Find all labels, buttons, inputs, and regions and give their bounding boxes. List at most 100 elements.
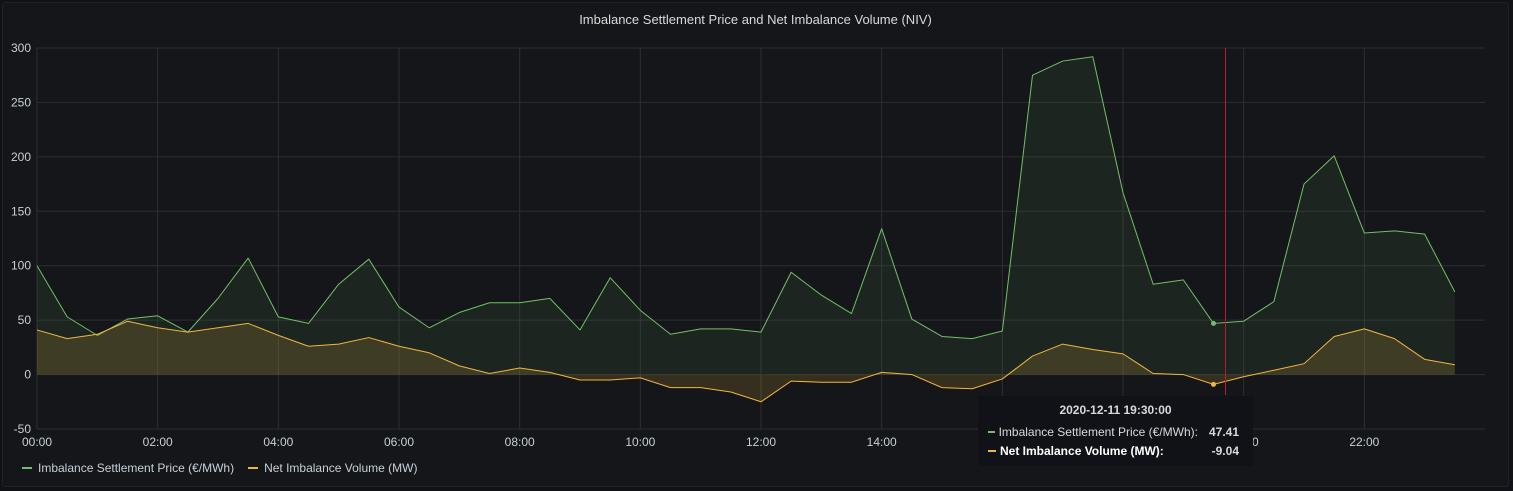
- legend-label-niv: Net Imbalance Volume (MW): [264, 461, 418, 475]
- data-point-0: [669, 333, 671, 335]
- data-point-1: [639, 377, 641, 379]
- data-point-1: [820, 381, 822, 383]
- data-point-1: [428, 352, 430, 354]
- data-point-1: [880, 371, 882, 373]
- data-point-0: [730, 328, 732, 330]
- data-point-0: [1031, 74, 1033, 76]
- hover-point-0: [1211, 320, 1216, 326]
- data-point-0: [790, 271, 792, 273]
- data-point-1: [518, 367, 520, 369]
- data-point-0: [1061, 60, 1063, 62]
- data-point-1: [126, 320, 128, 322]
- data-point-0: [488, 302, 490, 304]
- data-point-1: [66, 337, 68, 339]
- y-tick-label: 50: [18, 313, 32, 327]
- data-point-1: [398, 345, 400, 347]
- y-tick-label: -50: [14, 422, 32, 436]
- tooltip-swatch-niv: [988, 449, 996, 452]
- data-point-0: [126, 318, 128, 320]
- data-point-0: [277, 316, 279, 318]
- data-point-1: [609, 379, 611, 381]
- data-point-0: [156, 315, 158, 317]
- legend-item-niv[interactable]: Net Imbalance Volume (MW): [248, 461, 417, 475]
- y-tick-label: 300: [11, 41, 31, 55]
- data-point-0: [518, 302, 520, 304]
- y-tick-label: 200: [11, 150, 31, 164]
- data-point-1: [1031, 355, 1033, 357]
- data-point-1: [911, 373, 913, 375]
- data-point-0: [1242, 320, 1244, 322]
- data-point-1: [247, 322, 249, 324]
- series-line-1: [36, 320, 1455, 403]
- data-point-1: [1152, 372, 1154, 374]
- data-point-1: [458, 365, 460, 367]
- x-tick-label: 00:00: [22, 435, 52, 449]
- data-point-1: [760, 401, 762, 403]
- data-point-0: [217, 297, 219, 299]
- data-point-0: [1273, 300, 1275, 302]
- x-tick-label: 22:00: [1349, 435, 1379, 449]
- data-point-1: [1363, 328, 1365, 330]
- data-point-1: [669, 386, 671, 388]
- data-point-0: [1092, 56, 1094, 58]
- x-tick-label: 06:00: [384, 435, 414, 449]
- x-tick-label: 04:00: [263, 435, 293, 449]
- data-point-0: [1122, 192, 1124, 194]
- legend-swatch-niv: [248, 467, 259, 469]
- data-point-0: [398, 306, 400, 308]
- data-point-0: [941, 335, 943, 337]
- tooltip-swatch-price: [988, 430, 995, 433]
- data-point-1: [941, 386, 943, 388]
- data-point-1: [217, 327, 219, 329]
- data-point-1: [730, 391, 732, 393]
- data-point-0: [36, 265, 38, 267]
- x-tick-label: 02:00: [143, 435, 173, 449]
- data-point-0: [820, 294, 822, 296]
- data-point-0: [850, 312, 852, 314]
- data-point-1: [368, 336, 370, 338]
- data-point-0: [1152, 283, 1154, 285]
- tooltip-row-niv: Net Imbalance Volume (MW): -9.04: [988, 441, 1243, 460]
- data-point-1: [277, 334, 279, 336]
- x-tick-label: 12:00: [746, 435, 776, 449]
- data-point-0: [66, 316, 68, 318]
- data-point-0: [1303, 183, 1305, 185]
- data-point-0: [1182, 279, 1184, 281]
- data-point-0: [971, 337, 973, 339]
- legend-item-price[interactable]: Imbalance Settlement Price (€/MWh): [22, 461, 234, 475]
- data-point-0: [1333, 155, 1335, 157]
- legend: Imbalance Settlement Price (€/MWh) Net I…: [22, 461, 417, 475]
- data-point-0: [699, 328, 701, 330]
- data-point-0: [247, 257, 249, 259]
- data-point-1: [549, 371, 551, 373]
- legend-swatch-price: [22, 467, 32, 469]
- series-line-0: [36, 56, 1456, 340]
- data-point-1: [156, 327, 158, 329]
- tooltip-row-price: Imbalance Settlement Price (€/MWh): 47.4…: [988, 422, 1243, 441]
- data-point-0: [1423, 233, 1425, 235]
- data-point-1: [1061, 343, 1063, 345]
- data-point-1: [1001, 378, 1003, 380]
- data-point-0: [609, 276, 611, 278]
- tooltip-value-niv: -9.04: [1211, 443, 1239, 458]
- data-point-0: [911, 318, 913, 320]
- tooltip-label-price: Imbalance Settlement Price (€/MWh):: [998, 424, 1198, 439]
- data-point-1: [1333, 335, 1335, 337]
- data-point-0: [337, 283, 339, 285]
- hover-tooltip: 2020-12-11 19:30:00 Imbalance Settlement…: [978, 396, 1253, 466]
- y-tick-label: 150: [11, 204, 31, 218]
- data-point-1: [1242, 376, 1244, 378]
- data-point-0: [1393, 230, 1395, 232]
- data-point-1: [1182, 373, 1184, 375]
- panel-title[interactable]: Imbalance Settlement Price and Net Imbal…: [579, 12, 932, 27]
- data-point-0: [639, 309, 641, 311]
- data-point-0: [760, 331, 762, 333]
- tooltip-timestamp: 2020-12-11 19:30:00: [1059, 403, 1172, 417]
- tooltip-value-price: 47.41: [1208, 424, 1239, 439]
- data-point-1: [971, 388, 973, 390]
- data-point-0: [1363, 232, 1365, 234]
- data-point-0: [307, 322, 309, 324]
- x-tick-label: 10:00: [625, 435, 655, 449]
- data-point-1: [790, 380, 792, 382]
